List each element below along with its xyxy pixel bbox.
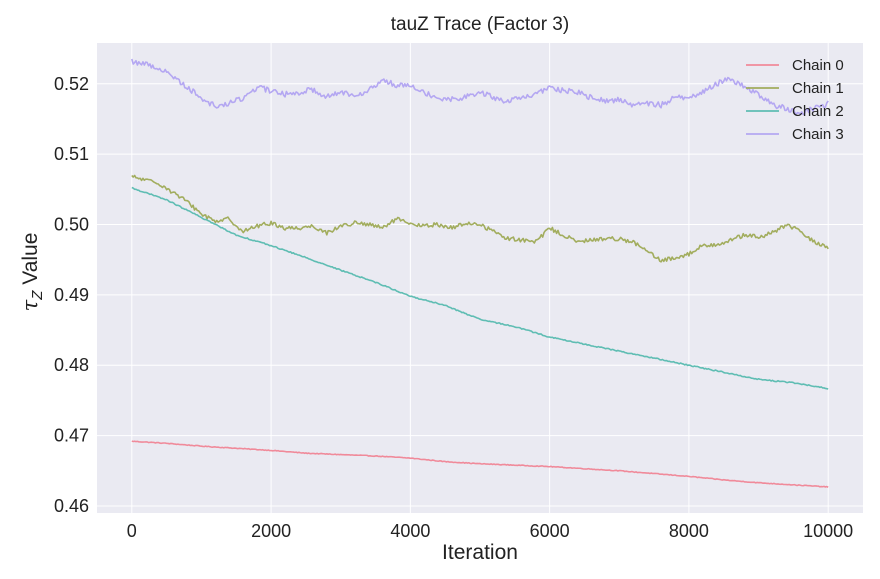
legend-label: Chain 2 [792,103,844,120]
x-tick-label: 2000 [251,521,291,541]
y-axis-label-symbol: τ [18,299,42,311]
series-line-chain-2 [131,186,829,390]
x-axis-label: Iteration [442,541,518,564]
series-layer [131,58,829,488]
y-tick-label: 0.48 [54,355,89,375]
x-tick-label: 4000 [390,521,430,541]
series-line-chain-1 [131,174,829,263]
y-tick-label: 0.49 [54,285,89,305]
y-axis-label-subscript: Z [29,290,46,301]
y-tick-label: 0.47 [54,426,89,446]
plot-area [97,43,863,513]
legend-label: Chain 3 [792,126,844,143]
x-tick-label: 0 [127,521,137,541]
y-axis-label-text: Value [19,233,42,291]
x-tick-label: 6000 [530,521,570,541]
series-line-chain-0 [131,440,829,488]
chart-title: tauZ Trace (Factor 3) [391,14,569,35]
y-tick-label: 0.50 [54,215,89,235]
legend-label: Chain 1 [792,80,844,97]
y-tick-label: 0.51 [54,144,89,164]
x-tick-label: 10000 [803,521,853,541]
y-tick-label: 0.46 [54,496,89,516]
legend-label: Chain 0 [792,57,844,74]
y-axis-label: τZ Value [18,233,46,312]
x-axis-ticks: 0 2000 4000 6000 8000 10000 [127,521,853,541]
y-axis-ticks: 0.46 0.47 0.48 0.49 0.50 0.51 0.52 [54,74,89,516]
x-tick-label: 8000 [669,521,709,541]
series-line-chain-3 [131,58,829,116]
y-tick-label: 0.52 [54,74,89,94]
legend: Chain 0 Chain 1 Chain 2 Chain 3 [746,57,844,143]
